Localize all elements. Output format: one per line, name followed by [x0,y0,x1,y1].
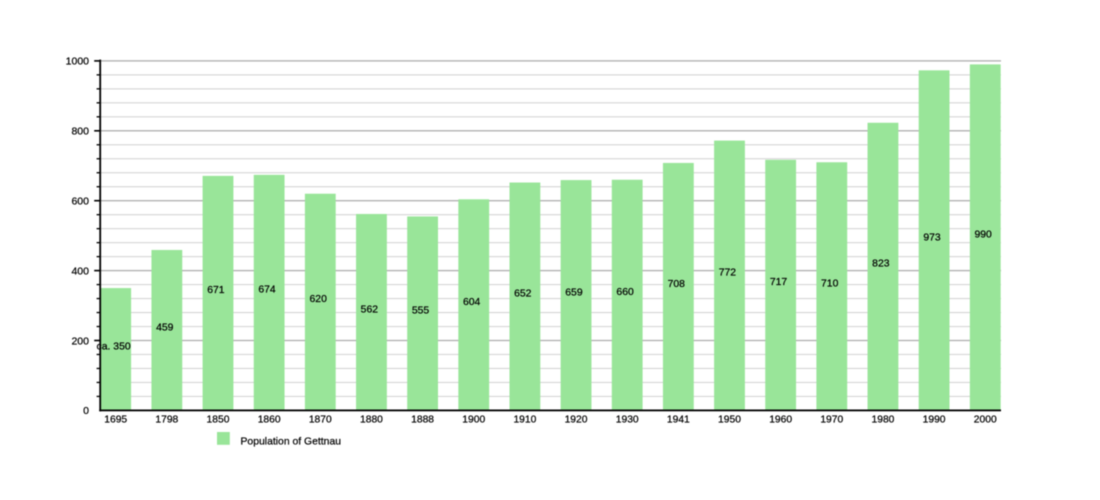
svg-text:1888: 1888 [411,415,434,426]
svg-text:1920: 1920 [565,415,588,426]
svg-text:1870: 1870 [309,415,332,426]
svg-text:1930: 1930 [616,415,639,426]
svg-text:1960: 1960 [769,415,792,426]
svg-text:459: 459 [156,322,174,333]
svg-text:620: 620 [310,294,328,305]
svg-text:Population of Gettnau: Population of Gettnau [241,436,342,447]
svg-text:652: 652 [514,289,532,300]
svg-text:400: 400 [71,265,89,277]
svg-text:1941: 1941 [667,415,690,426]
svg-text:717: 717 [770,277,788,288]
svg-text:1850: 1850 [207,415,230,426]
svg-text:973: 973 [923,232,941,243]
svg-text:562: 562 [361,304,379,315]
svg-text:990: 990 [974,230,992,241]
svg-text:659: 659 [565,287,583,298]
svg-text:772: 772 [719,268,737,279]
svg-text:1970: 1970 [820,415,843,426]
svg-text:1000: 1000 [66,56,90,68]
svg-text:1860: 1860 [258,415,281,426]
svg-text:1980: 1980 [871,415,894,426]
svg-text:710: 710 [821,278,839,289]
svg-text:ca. 350: ca. 350 [97,341,131,352]
svg-text:555: 555 [412,306,430,317]
svg-text:0: 0 [83,405,89,417]
svg-text:1950: 1950 [718,415,741,426]
svg-text:1695: 1695 [104,415,127,426]
svg-text:671: 671 [207,285,225,296]
svg-text:200: 200 [71,335,89,347]
svg-text:2000: 2000 [974,415,997,426]
svg-text:1990: 1990 [923,415,946,426]
svg-text:1880: 1880 [360,415,383,426]
svg-text:1798: 1798 [155,415,178,426]
svg-text:708: 708 [668,279,686,290]
svg-text:660: 660 [616,287,634,298]
svg-text:600: 600 [71,196,89,208]
svg-text:1900: 1900 [462,415,485,426]
svg-text:674: 674 [258,285,276,296]
svg-text:800: 800 [71,126,89,138]
svg-text:604: 604 [463,297,481,308]
svg-text:1910: 1910 [513,415,536,426]
svg-text:823: 823 [872,259,890,270]
